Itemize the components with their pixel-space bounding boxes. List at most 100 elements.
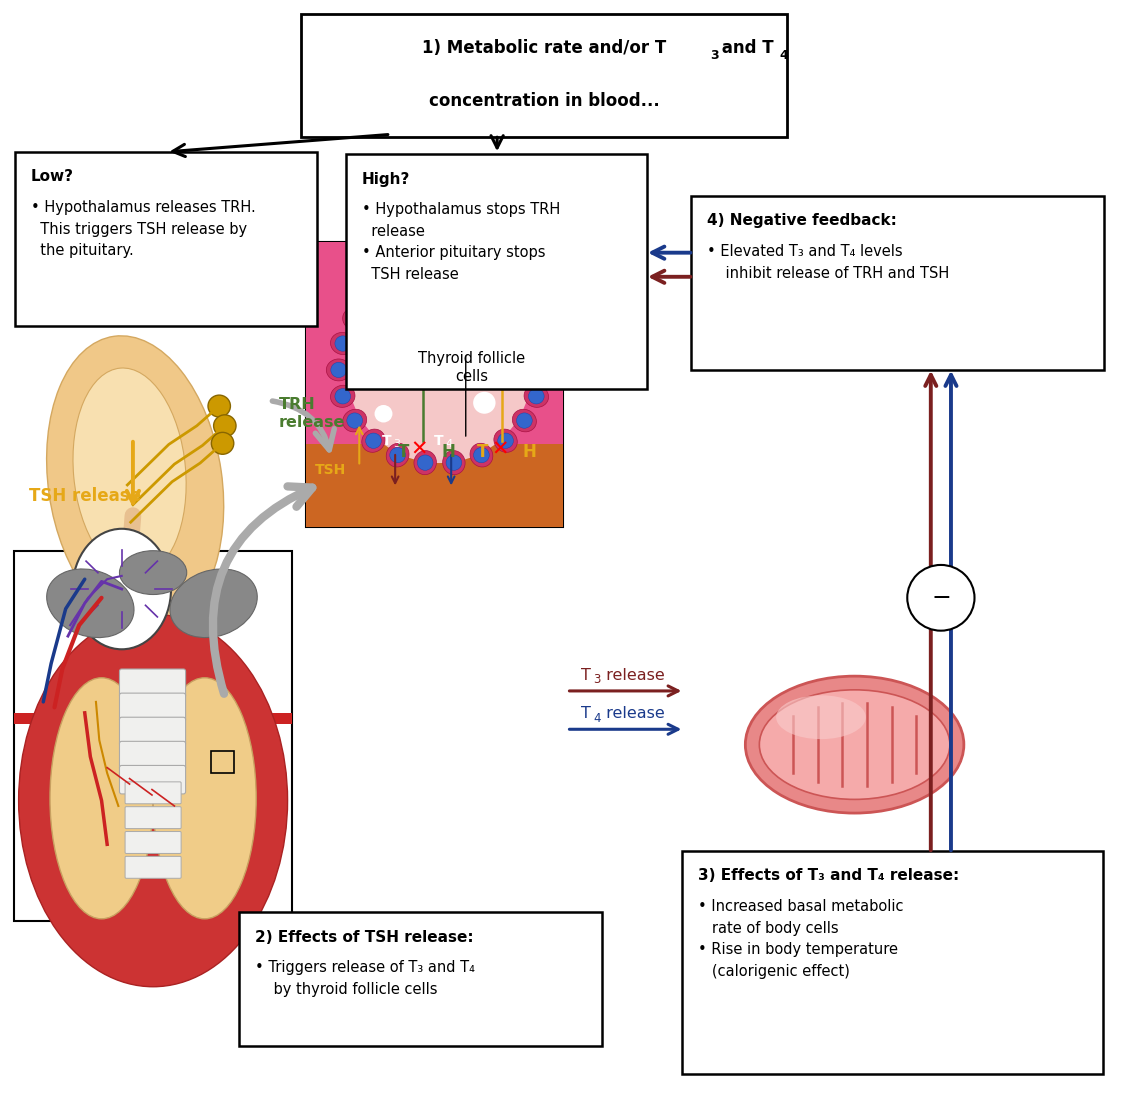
Ellipse shape (73, 529, 171, 649)
Circle shape (334, 388, 350, 404)
Text: release: release (601, 668, 665, 683)
Circle shape (366, 433, 381, 449)
Circle shape (498, 433, 514, 449)
Ellipse shape (327, 359, 351, 381)
Text: High?: High? (361, 171, 410, 186)
Ellipse shape (73, 367, 186, 576)
Circle shape (516, 312, 532, 327)
Ellipse shape (361, 287, 385, 310)
FancyBboxPatch shape (732, 656, 978, 853)
Text: Low?: Low? (31, 169, 74, 184)
Circle shape (389, 448, 405, 463)
Text: T: T (581, 706, 591, 722)
Text: H: H (523, 443, 536, 461)
FancyBboxPatch shape (125, 857, 181, 879)
Ellipse shape (470, 273, 493, 296)
FancyBboxPatch shape (305, 241, 563, 527)
Circle shape (908, 565, 975, 631)
Text: 3: 3 (594, 674, 601, 687)
Circle shape (208, 395, 230, 417)
FancyBboxPatch shape (16, 151, 316, 326)
FancyBboxPatch shape (119, 693, 185, 722)
Circle shape (334, 336, 350, 351)
Ellipse shape (470, 443, 493, 467)
Polygon shape (305, 444, 563, 527)
Text: TSH release: TSH release (29, 487, 140, 505)
FancyBboxPatch shape (682, 851, 1103, 1074)
Text: • Hypothalamus releases TRH.
  This triggers TSH release by
  the pituitary.: • Hypothalamus releases TRH. This trigge… (31, 200, 256, 258)
FancyBboxPatch shape (239, 913, 603, 1045)
Circle shape (498, 292, 514, 307)
Ellipse shape (414, 451, 436, 475)
Circle shape (366, 292, 381, 307)
Text: 3: 3 (710, 49, 719, 63)
Ellipse shape (361, 429, 385, 452)
Text: T: T (477, 443, 488, 461)
FancyBboxPatch shape (119, 669, 185, 698)
Ellipse shape (50, 678, 153, 919)
Text: T: T (581, 668, 591, 683)
FancyBboxPatch shape (119, 766, 185, 794)
Ellipse shape (386, 273, 410, 296)
Ellipse shape (776, 695, 866, 739)
Text: T: T (434, 434, 444, 449)
Ellipse shape (513, 308, 536, 330)
Text: 4) Negative feedback:: 4) Negative feedback: (707, 213, 896, 228)
Text: release: release (601, 706, 665, 722)
Text: 1) Metabolic rate and/or T: 1) Metabolic rate and/or T (422, 39, 666, 57)
Text: 4: 4 (445, 440, 452, 450)
Ellipse shape (169, 569, 257, 637)
Ellipse shape (19, 614, 287, 986)
Text: T: T (397, 443, 408, 461)
Circle shape (473, 392, 496, 414)
Ellipse shape (347, 276, 532, 463)
Ellipse shape (47, 569, 134, 637)
Text: 3: 3 (393, 440, 399, 450)
Text: Thyroid follicle
cells: Thyroid follicle cells (417, 351, 525, 384)
Text: • Increased basal metabolic
   rate of body cells
• Rise in body temperature
   : • Increased basal metabolic rate of body… (698, 900, 903, 979)
Ellipse shape (153, 678, 256, 919)
FancyBboxPatch shape (125, 832, 181, 853)
Circle shape (528, 388, 544, 404)
Ellipse shape (513, 409, 536, 432)
FancyBboxPatch shape (305, 241, 563, 527)
Text: H: H (441, 443, 454, 461)
Ellipse shape (528, 359, 553, 381)
FancyBboxPatch shape (346, 154, 647, 388)
FancyBboxPatch shape (15, 329, 292, 724)
Circle shape (347, 312, 362, 327)
Ellipse shape (524, 385, 549, 407)
FancyBboxPatch shape (119, 742, 185, 770)
Circle shape (528, 336, 544, 351)
FancyBboxPatch shape (125, 806, 181, 828)
Circle shape (447, 455, 462, 471)
FancyBboxPatch shape (119, 717, 185, 746)
Circle shape (447, 270, 462, 285)
Ellipse shape (342, 308, 367, 330)
Circle shape (473, 448, 489, 463)
Circle shape (331, 362, 347, 377)
Ellipse shape (386, 443, 410, 467)
Circle shape (213, 415, 236, 437)
Ellipse shape (760, 690, 950, 800)
Ellipse shape (494, 429, 517, 452)
Text: 4: 4 (594, 712, 601, 725)
Ellipse shape (494, 287, 517, 310)
Ellipse shape (342, 409, 367, 432)
FancyArrowPatch shape (273, 402, 334, 450)
Text: T: T (381, 434, 392, 449)
Ellipse shape (443, 451, 466, 475)
Circle shape (211, 432, 233, 454)
Text: 4: 4 (780, 49, 789, 63)
Circle shape (347, 412, 362, 428)
Text: TRH
release: TRH release (278, 397, 344, 430)
FancyBboxPatch shape (301, 14, 788, 136)
Circle shape (401, 331, 434, 364)
Ellipse shape (745, 676, 964, 813)
Circle shape (389, 278, 405, 293)
Text: concentration in blood...: concentration in blood... (429, 92, 660, 110)
Text: • Triggers release of T₃ and T₄
    by thyroid follicle cells: • Triggers release of T₃ and T₄ by thyro… (255, 961, 475, 997)
FancyBboxPatch shape (15, 551, 292, 921)
Text: • Elevated T₃ and T₄ levels
    inhibit release of TRH and TSH: • Elevated T₃ and T₄ levels inhibit rele… (707, 244, 949, 281)
Ellipse shape (119, 551, 186, 595)
